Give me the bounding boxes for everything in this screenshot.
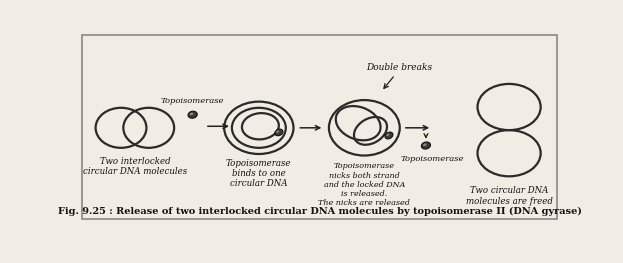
Text: Topoisomerase
binds to one
circular DNA: Topoisomerase binds to one circular DNA <box>226 159 292 188</box>
Text: Fig. 9.25 : Release of two interlocked circular DNA molecules by topoisomerase I: Fig. 9.25 : Release of two interlocked c… <box>58 206 582 216</box>
Text: Topoisomerase: Topoisomerase <box>401 155 464 163</box>
Ellipse shape <box>189 113 193 115</box>
Text: Two circular DNA
molecules are freed: Two circular DNA molecules are freed <box>465 186 553 206</box>
Text: Topoisomerase: Topoisomerase <box>161 97 224 105</box>
Ellipse shape <box>275 129 283 136</box>
Ellipse shape <box>386 134 389 136</box>
Ellipse shape <box>276 130 279 133</box>
Text: Double breaks: Double breaks <box>366 63 432 72</box>
Text: Two interlocked
circular DNA molecules: Two interlocked circular DNA molecules <box>83 157 187 176</box>
Ellipse shape <box>423 144 427 146</box>
Ellipse shape <box>188 111 197 118</box>
Text: Topoisomerase
nicks both strand
and the locked DNA
is released.
The nicks are re: Topoisomerase nicks both strand and the … <box>318 163 411 207</box>
Ellipse shape <box>421 142 430 149</box>
FancyBboxPatch shape <box>82 36 557 219</box>
Ellipse shape <box>385 132 393 139</box>
